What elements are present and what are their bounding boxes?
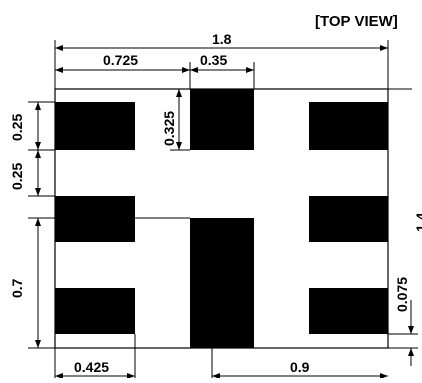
dim-overall-width: 1.8 xyxy=(54,31,389,89)
view-label: [TOP VIEW] xyxy=(315,13,398,30)
dim-left-stack: 0.25 0.25 0.7 xyxy=(9,101,190,349)
dim-label-lower-span: 0.7 xyxy=(9,278,25,298)
pad-right-bottom xyxy=(309,288,388,334)
pad-left-top xyxy=(55,102,135,150)
pad-right-middle xyxy=(309,196,388,242)
dim-label-right-span: 0.9 xyxy=(290,359,310,375)
dim-label-pitch-2: 0.25 xyxy=(9,163,25,190)
dim-label-top-pad-height: 0.325 xyxy=(161,111,177,146)
dim-label-overall-height: 1.4 xyxy=(413,212,422,232)
dim-top-pad-height: 0.325 xyxy=(161,89,190,151)
dim-label-overall-width: 1.8 xyxy=(212,31,232,47)
pad-left-bottom xyxy=(55,288,135,334)
pad-right-top xyxy=(309,102,388,150)
dim-label-bottom-gap: 0.075 xyxy=(394,277,410,312)
pad-center-top xyxy=(190,89,254,150)
dim-bottom-segments: 0.425 0.9 xyxy=(54,334,388,380)
dim-right-stack: 1.4 0.075 xyxy=(388,88,422,366)
dim-label-left-to-center: 0.725 xyxy=(103,52,138,68)
dim-top-segments: 0.725 0.35 xyxy=(55,52,255,89)
dim-label-center-pad-width: 0.35 xyxy=(200,52,227,68)
pad-center-bottom xyxy=(190,218,254,348)
dim-label-pitch-1: 0.25 xyxy=(9,114,25,141)
pad-left-middle xyxy=(55,196,135,242)
dim-label-side-pad-length: 0.425 xyxy=(74,359,109,375)
